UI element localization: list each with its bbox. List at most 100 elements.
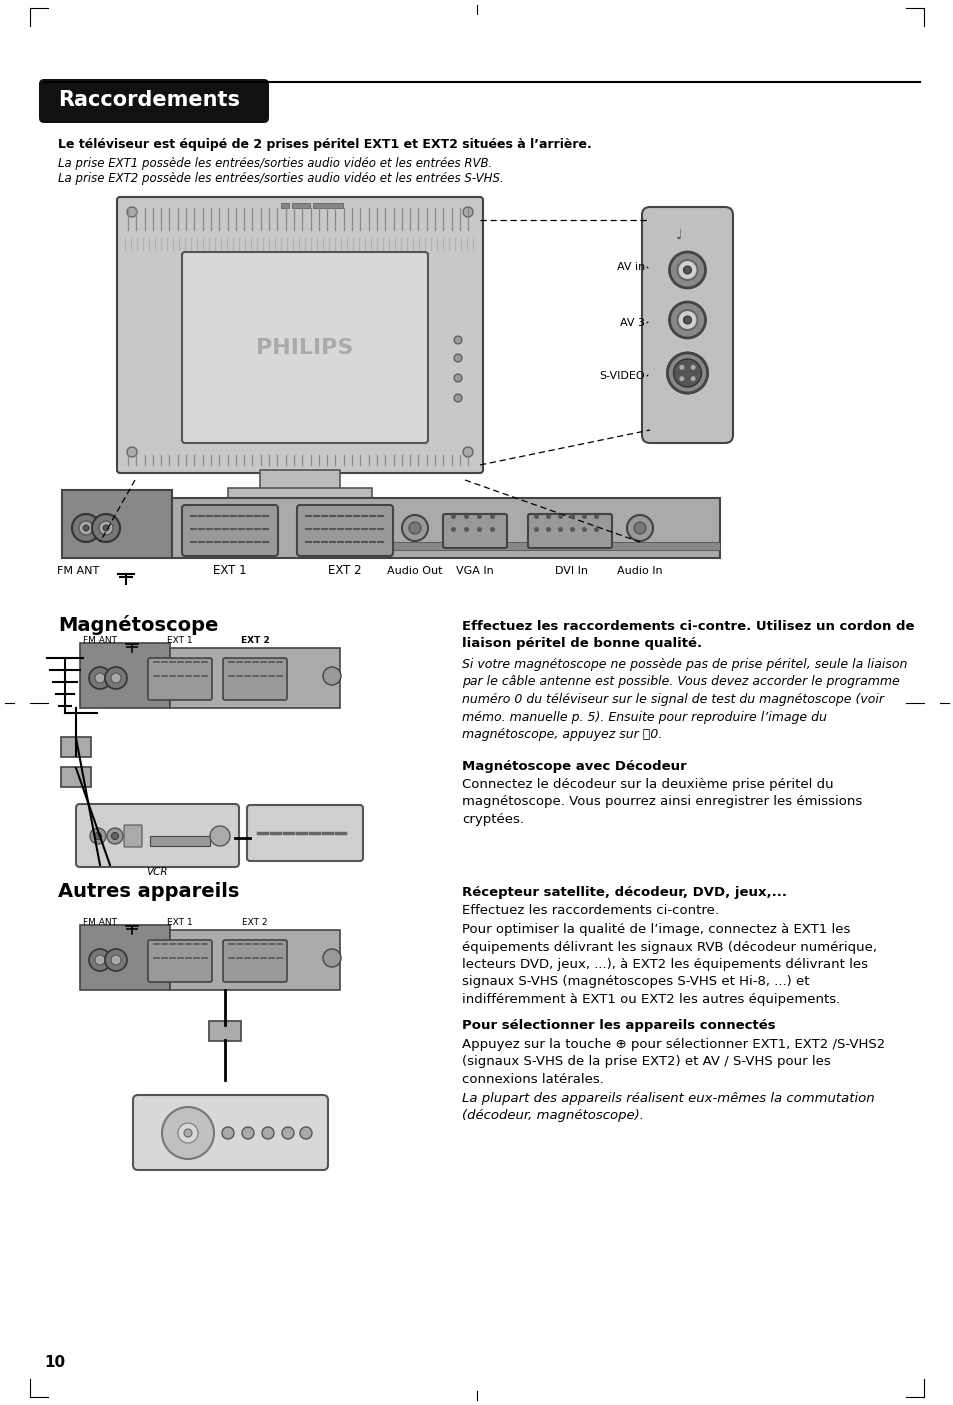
FancyBboxPatch shape bbox=[62, 490, 172, 558]
Text: EXT 1: EXT 1 bbox=[167, 636, 193, 645]
Circle shape bbox=[242, 1127, 253, 1139]
Circle shape bbox=[107, 828, 123, 844]
Circle shape bbox=[682, 316, 691, 325]
FancyBboxPatch shape bbox=[223, 940, 287, 982]
Circle shape bbox=[409, 523, 420, 534]
FancyBboxPatch shape bbox=[148, 658, 212, 700]
Circle shape bbox=[673, 360, 700, 386]
FancyBboxPatch shape bbox=[381, 542, 720, 549]
Circle shape bbox=[105, 667, 127, 688]
FancyBboxPatch shape bbox=[247, 805, 363, 861]
FancyBboxPatch shape bbox=[172, 497, 720, 558]
Circle shape bbox=[669, 302, 705, 339]
FancyBboxPatch shape bbox=[132, 1094, 328, 1170]
FancyBboxPatch shape bbox=[641, 207, 732, 443]
Text: Si votre magnétoscope ne possède pas de prise péritel, seule la liaison
par le c: Si votre magnétoscope ne possède pas de … bbox=[461, 658, 906, 740]
Circle shape bbox=[71, 514, 100, 542]
Text: S-VIDEO: S-VIDEO bbox=[598, 371, 644, 381]
Text: Récepteur satellite, décodeur, DVD, jeux,...: Récepteur satellite, décodeur, DVD, jeux… bbox=[461, 887, 786, 899]
Circle shape bbox=[127, 207, 137, 216]
Text: La prise EXT2 possède les entrées/sorties audio vidéo et les entrées S-VHS.: La prise EXT2 possède les entrées/sortie… bbox=[58, 171, 503, 185]
FancyBboxPatch shape bbox=[39, 79, 269, 124]
Text: La prise EXT1 possède les entrées/sorties audio vidéo et les entrées RVB.: La prise EXT1 possède les entrées/sortie… bbox=[58, 157, 492, 170]
Circle shape bbox=[83, 525, 89, 531]
Text: VGA In: VGA In bbox=[456, 566, 494, 576]
Circle shape bbox=[222, 1127, 233, 1139]
Circle shape bbox=[462, 447, 473, 457]
Circle shape bbox=[95, 673, 105, 683]
Text: Appuyez sur la touche ⊕ pour sélectionner EXT1, EXT2 /S-VHS2
(signaux S-VHS de l: Appuyez sur la touche ⊕ pour sélectionne… bbox=[461, 1038, 884, 1086]
Circle shape bbox=[111, 673, 121, 683]
Text: VCR: VCR bbox=[147, 867, 168, 877]
Text: EXT 2: EXT 2 bbox=[240, 636, 269, 645]
Circle shape bbox=[162, 1107, 213, 1159]
FancyBboxPatch shape bbox=[182, 504, 277, 556]
Circle shape bbox=[89, 948, 111, 971]
FancyBboxPatch shape bbox=[117, 197, 482, 473]
Text: Pour optimiser la qualité de l’image, connectez à EXT1 les
équipements délivrant: Pour optimiser la qualité de l’image, co… bbox=[461, 923, 876, 1006]
Circle shape bbox=[262, 1127, 274, 1139]
FancyBboxPatch shape bbox=[76, 804, 239, 867]
Circle shape bbox=[675, 361, 699, 385]
FancyBboxPatch shape bbox=[170, 930, 339, 991]
Text: Pour sélectionner les appareils connectés: Pour sélectionner les appareils connecté… bbox=[461, 1019, 775, 1033]
FancyBboxPatch shape bbox=[228, 488, 372, 507]
Circle shape bbox=[667, 353, 707, 393]
Text: EXT 2: EXT 2 bbox=[328, 563, 361, 577]
Circle shape bbox=[462, 207, 473, 216]
Circle shape bbox=[454, 374, 461, 382]
Circle shape bbox=[682, 266, 691, 274]
Text: FM ANT: FM ANT bbox=[83, 917, 117, 927]
Text: 10: 10 bbox=[44, 1354, 65, 1370]
Circle shape bbox=[634, 523, 645, 534]
FancyBboxPatch shape bbox=[209, 1021, 241, 1041]
Circle shape bbox=[95, 955, 105, 965]
FancyBboxPatch shape bbox=[442, 514, 506, 548]
FancyBboxPatch shape bbox=[223, 658, 287, 700]
Text: DVI In: DVI In bbox=[555, 566, 588, 576]
Circle shape bbox=[690, 377, 695, 381]
Text: Effectuez les raccordements ci-contre.: Effectuez les raccordements ci-contre. bbox=[461, 903, 719, 917]
Circle shape bbox=[90, 828, 106, 844]
Circle shape bbox=[91, 514, 120, 542]
Text: Raccordements: Raccordements bbox=[58, 90, 240, 110]
Circle shape bbox=[454, 336, 461, 344]
Text: FM ANT: FM ANT bbox=[83, 636, 117, 645]
Circle shape bbox=[89, 667, 111, 688]
Text: Audio In: Audio In bbox=[617, 566, 662, 576]
FancyBboxPatch shape bbox=[61, 767, 91, 787]
Text: Magnétoscope: Magnétoscope bbox=[58, 615, 218, 635]
FancyBboxPatch shape bbox=[80, 924, 170, 991]
FancyBboxPatch shape bbox=[260, 471, 339, 490]
Circle shape bbox=[111, 955, 121, 965]
Circle shape bbox=[105, 948, 127, 971]
FancyBboxPatch shape bbox=[148, 940, 212, 982]
Circle shape bbox=[677, 311, 697, 330]
Text: La plupart des appareils réalisent eux-mêmes la commutation
(décodeur, magnétosc: La plupart des appareils réalisent eux-m… bbox=[461, 1092, 874, 1123]
FancyBboxPatch shape bbox=[182, 251, 428, 443]
FancyBboxPatch shape bbox=[313, 202, 343, 208]
Circle shape bbox=[401, 516, 428, 541]
Circle shape bbox=[677, 260, 697, 280]
Circle shape bbox=[323, 948, 340, 967]
Circle shape bbox=[103, 525, 109, 531]
Circle shape bbox=[454, 393, 461, 402]
Circle shape bbox=[127, 447, 137, 457]
Text: Effectuez les raccordements ci-contre. Utilisez un cordon de: Effectuez les raccordements ci-contre. U… bbox=[461, 620, 914, 634]
Circle shape bbox=[323, 667, 340, 686]
Text: Le téléviseur est équipé de 2 prises péritel EXT1 et EXT2 situées à l’arrière.: Le téléviseur est équipé de 2 prises pér… bbox=[58, 138, 591, 150]
FancyBboxPatch shape bbox=[124, 825, 142, 847]
FancyBboxPatch shape bbox=[170, 648, 339, 708]
Text: Connectez le décodeur sur la deuxième prise péritel du
magnétoscope. Vous pourre: Connectez le décodeur sur la deuxième pr… bbox=[461, 778, 862, 826]
FancyBboxPatch shape bbox=[527, 514, 612, 548]
Text: AV in: AV in bbox=[616, 261, 644, 273]
Circle shape bbox=[112, 833, 118, 840]
Circle shape bbox=[454, 354, 461, 362]
Circle shape bbox=[184, 1130, 192, 1137]
Circle shape bbox=[682, 370, 691, 377]
Circle shape bbox=[178, 1123, 198, 1144]
Text: EXT 1: EXT 1 bbox=[167, 917, 193, 927]
Circle shape bbox=[679, 365, 683, 370]
Circle shape bbox=[667, 353, 707, 393]
Text: EXT 2: EXT 2 bbox=[242, 917, 268, 927]
